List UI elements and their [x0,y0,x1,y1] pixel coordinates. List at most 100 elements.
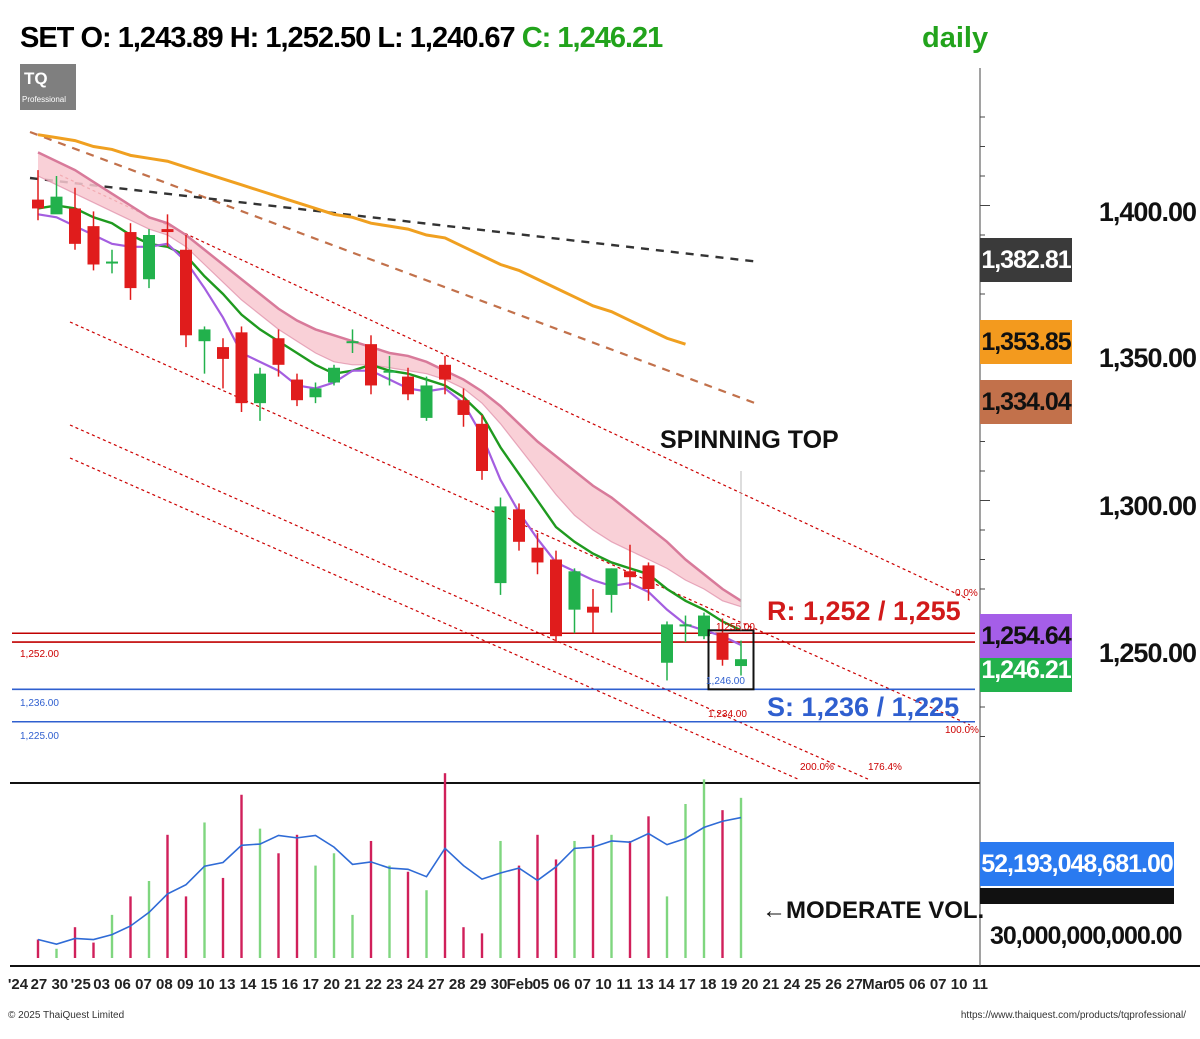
volume-ma-line [37,816,742,945]
level-label-mid: 1,246.00 [706,676,745,687]
x-axis-label: 17 [302,976,320,993]
candlesticks [32,170,747,681]
pattern-highlight [707,471,755,691]
low-label: L: [377,22,403,54]
volume-bar [295,834,299,958]
volume-bar [166,834,169,958]
candle-body [87,226,100,265]
x-axis-label: 23 [386,976,403,993]
price-label-1250: 1,250.00 [1098,638,1197,668]
ma-band-top [37,151,742,602]
x-axis-label: 22 [365,976,382,993]
candle-body [32,199,44,209]
volume-bar [110,914,114,958]
candle-body [402,376,414,395]
volume-bar [129,896,132,958]
volume-bar [92,942,95,958]
volume-bar [221,877,225,958]
volume-bar [388,865,391,958]
volume-bar [536,834,539,958]
candle-body [457,400,470,415]
candle-body [328,367,340,383]
x-axis-label: 29 [469,976,487,993]
x-axis-label: 28 [448,976,466,993]
x-axis-label: 18 [699,976,717,993]
candle-body [439,364,451,380]
volume-bar [573,840,576,958]
candle-body [605,568,618,595]
candle-body [513,509,525,542]
logo-text: TQ [24,69,48,88]
volume-bar [425,890,428,958]
x-axis-label: 14 [657,976,675,993]
volume-bar [480,933,484,958]
volume-note: MODERATE VOL. [786,897,985,924]
candle-body [679,624,692,627]
ohlc-header: SET O: 1,243.89 H: 1,252.50 L: 1,240.67 … [20,22,663,55]
candle-body [106,261,118,264]
candle-body [531,547,544,563]
x-axis-label: 11 [972,976,988,993]
fib-label-100: 100.0% [945,725,979,736]
candle-body [624,571,636,578]
candle-body [365,344,377,386]
candle-body [50,196,63,215]
volume-bar [739,797,743,958]
x-axis-label: 08 [156,976,173,993]
price-label-1300: 1,300.00 [1098,491,1197,521]
x-axis-label: 06 [908,976,926,993]
resistance-annotation: R: 1,252 / 1,255 [767,596,961,626]
tq-logo: TQ Professional [20,64,76,110]
x-axis-label: 20 [323,976,341,993]
x-axis-label: 15 [260,976,278,993]
x-axis-label: Feb [506,976,534,993]
x-axis-label: 13 [218,976,236,993]
candle-body [124,232,137,289]
x-axis-label: 16 [281,976,299,993]
x-axis-label: 03 [93,976,110,993]
x-axis-label: 26 [825,976,842,993]
fib-label-200: 200.0% [800,762,834,773]
x-axis-label: 25 [804,976,822,993]
volume-bar [147,881,151,958]
x-axis-label: 30 [490,976,508,993]
level-label-s2: 1,225.00 [20,731,59,742]
x-axis-label: 07 [929,976,947,993]
volume-tag-strip [980,888,1174,904]
x-axis-label: 10 [197,976,215,993]
candle-body [568,571,581,610]
fib-line-176 [69,424,871,781]
candle-body [494,506,507,584]
volume-bar [443,773,447,958]
x-axis-label: Mar [862,976,889,993]
x-axis-label: 05 [532,976,550,993]
level-label-low2: 1,234.00 [708,709,747,720]
x-axis-label: 14 [239,976,257,993]
volume-level-label: 30,000,000,000.00 [990,922,1183,950]
volume-bar [203,822,206,958]
volume-bar [647,816,650,958]
price-tag-brown-ma: 1,334.04 [980,380,1072,424]
symbol: SET [20,22,74,54]
candle-body [254,373,266,404]
level-label-r1: 1,252.00 [20,649,59,660]
volume-bar [369,840,373,958]
candle-body [291,379,303,401]
fib-label-176: 176.4% [868,762,902,773]
price-label-1350: 1,350.00 [1098,343,1197,373]
volume-bar [684,804,687,958]
x-axis-label: 07 [135,976,152,993]
volume-bar [499,840,502,958]
candle-body [716,633,729,660]
level-label-mid2: 1,255.00 [716,622,755,633]
close-value: 1,246.21 [557,22,663,54]
candle-body [698,615,710,637]
candle-body [383,370,396,373]
x-axis-label: 10 [950,976,968,993]
volume-annotation: ←MODERATE VOL. [762,897,985,924]
volume-bar [240,794,243,958]
volume-bar [332,853,336,958]
x-axis-label: 13 [637,976,654,993]
upper-dashed-trendline [29,130,761,407]
volume-bar [462,927,465,958]
